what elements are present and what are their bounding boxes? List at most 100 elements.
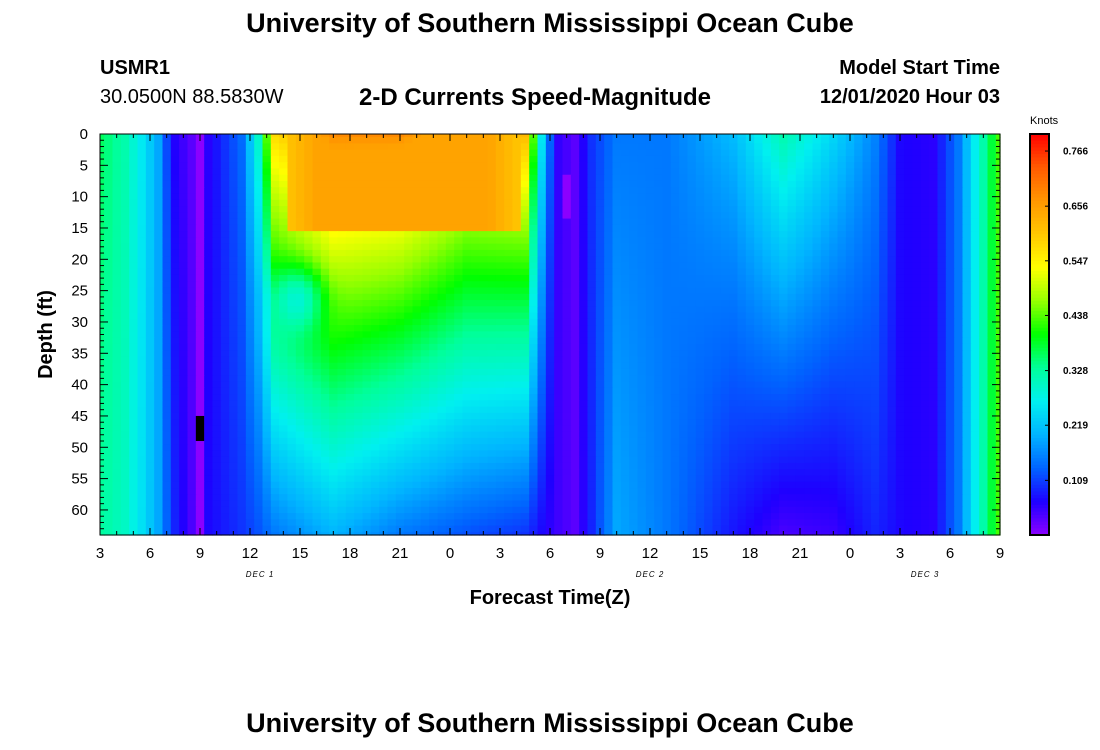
heatmap-cell [462,134,472,138]
heatmap-cell [887,381,897,389]
heatmap-cell [829,256,839,264]
heatmap-cell [487,193,497,201]
heatmap-cell [279,287,289,295]
heatmap-cell [287,368,297,376]
heatmap-cell [912,318,922,326]
heatmap-cell [695,331,705,339]
heatmap-cell [370,174,380,182]
heatmap-cell [379,281,389,289]
heatmap-cell [295,356,305,364]
heatmap-cell [729,312,739,320]
heatmap-cell [595,274,605,282]
heatmap-cell [987,293,997,301]
heatmap-cell [312,400,322,408]
heatmap-cell [404,387,414,395]
heatmap-cell [395,162,405,170]
heatmap-cell [629,312,639,320]
heatmap-cell [620,137,630,144]
heatmap-cell [929,281,939,289]
heatmap-cell [920,162,930,170]
heatmap-cell [679,337,689,345]
heatmap-cell [445,168,455,176]
heatmap-cell [629,224,639,232]
heatmap-cell [195,356,205,364]
heatmap-cell [804,237,814,245]
heatmap-cell [645,337,655,345]
heatmap-cell [954,193,964,201]
heatmap-cell [312,249,322,257]
heatmap-cell [879,375,889,383]
heatmap-cell [629,193,639,201]
heatmap-cell [100,343,105,351]
heatmap-cell [637,180,647,188]
heatmap-cell [662,318,672,326]
heatmap-cell [495,193,505,201]
heatmap-cell [687,206,697,213]
heatmap-cell [854,212,864,220]
heatmap-cell [604,306,614,314]
heatmap-cell [112,268,122,276]
heatmap-cell [512,224,522,232]
heatmap-cell [679,406,689,414]
heatmap-cell [962,212,972,220]
heatmap-cell [895,287,905,295]
heatmap-cell [329,331,339,339]
heatmap-cell [504,243,514,251]
heatmap-cell [212,368,222,376]
heatmap-cell [529,337,539,345]
heatmap-cell [279,218,289,226]
heatmap-cell [620,375,630,383]
heatmap-cell [929,306,939,314]
heatmap-cell [295,274,305,282]
heatmap-cell [429,199,439,207]
heatmap-cell [345,199,355,207]
heatmap-cell [304,274,314,282]
heatmap-cell [737,237,747,245]
heatmap-cell [187,375,197,383]
heatmap-cell [970,381,980,389]
heatmap-cell [437,293,447,301]
heatmap-cell [762,174,772,182]
heatmap-cell [504,343,514,351]
heatmap-cell [654,312,664,320]
heatmap-cell [437,318,447,326]
heatmap-cell [245,193,255,201]
heatmap-cell [920,325,930,332]
heatmap-cell [820,350,830,358]
heatmap-cell [245,187,255,195]
heatmap-cell [954,287,964,295]
heatmap-cell [962,174,972,182]
heatmap-cell [179,312,189,320]
heatmap-cell [829,368,839,376]
heatmap-cell [245,134,255,138]
heatmap-cell [137,199,147,207]
heatmap-cell [412,356,422,364]
heatmap-cell [100,381,105,389]
heatmap-cell [912,400,922,408]
heatmap-cell [504,331,514,339]
heatmap-cell [100,306,105,314]
heatmap-cell [129,337,139,345]
heatmap-cell [279,180,289,188]
heatmap-cell [470,281,480,289]
heatmap-cell [162,287,172,295]
heatmap-cell [820,362,830,370]
heatmap-cell [504,306,514,314]
heatmap-cell [520,224,530,232]
heatmap-cell [220,134,230,138]
heatmap-cell [570,381,580,389]
heatmap-cell [437,256,447,264]
heatmap-cell [929,268,939,276]
heatmap-cell [520,350,530,358]
heatmap-cell [354,224,364,232]
heatmap-cell [554,306,564,314]
heatmap-cell [479,337,489,345]
heatmap-cell [320,243,330,251]
heatmap-cell [920,212,930,220]
heatmap-cell [545,406,555,414]
heatmap-cell [387,187,397,195]
heatmap-cell [920,155,930,163]
heatmap-cell [920,268,930,276]
heatmap-cell [995,350,1001,358]
heatmap-cell [670,394,680,401]
